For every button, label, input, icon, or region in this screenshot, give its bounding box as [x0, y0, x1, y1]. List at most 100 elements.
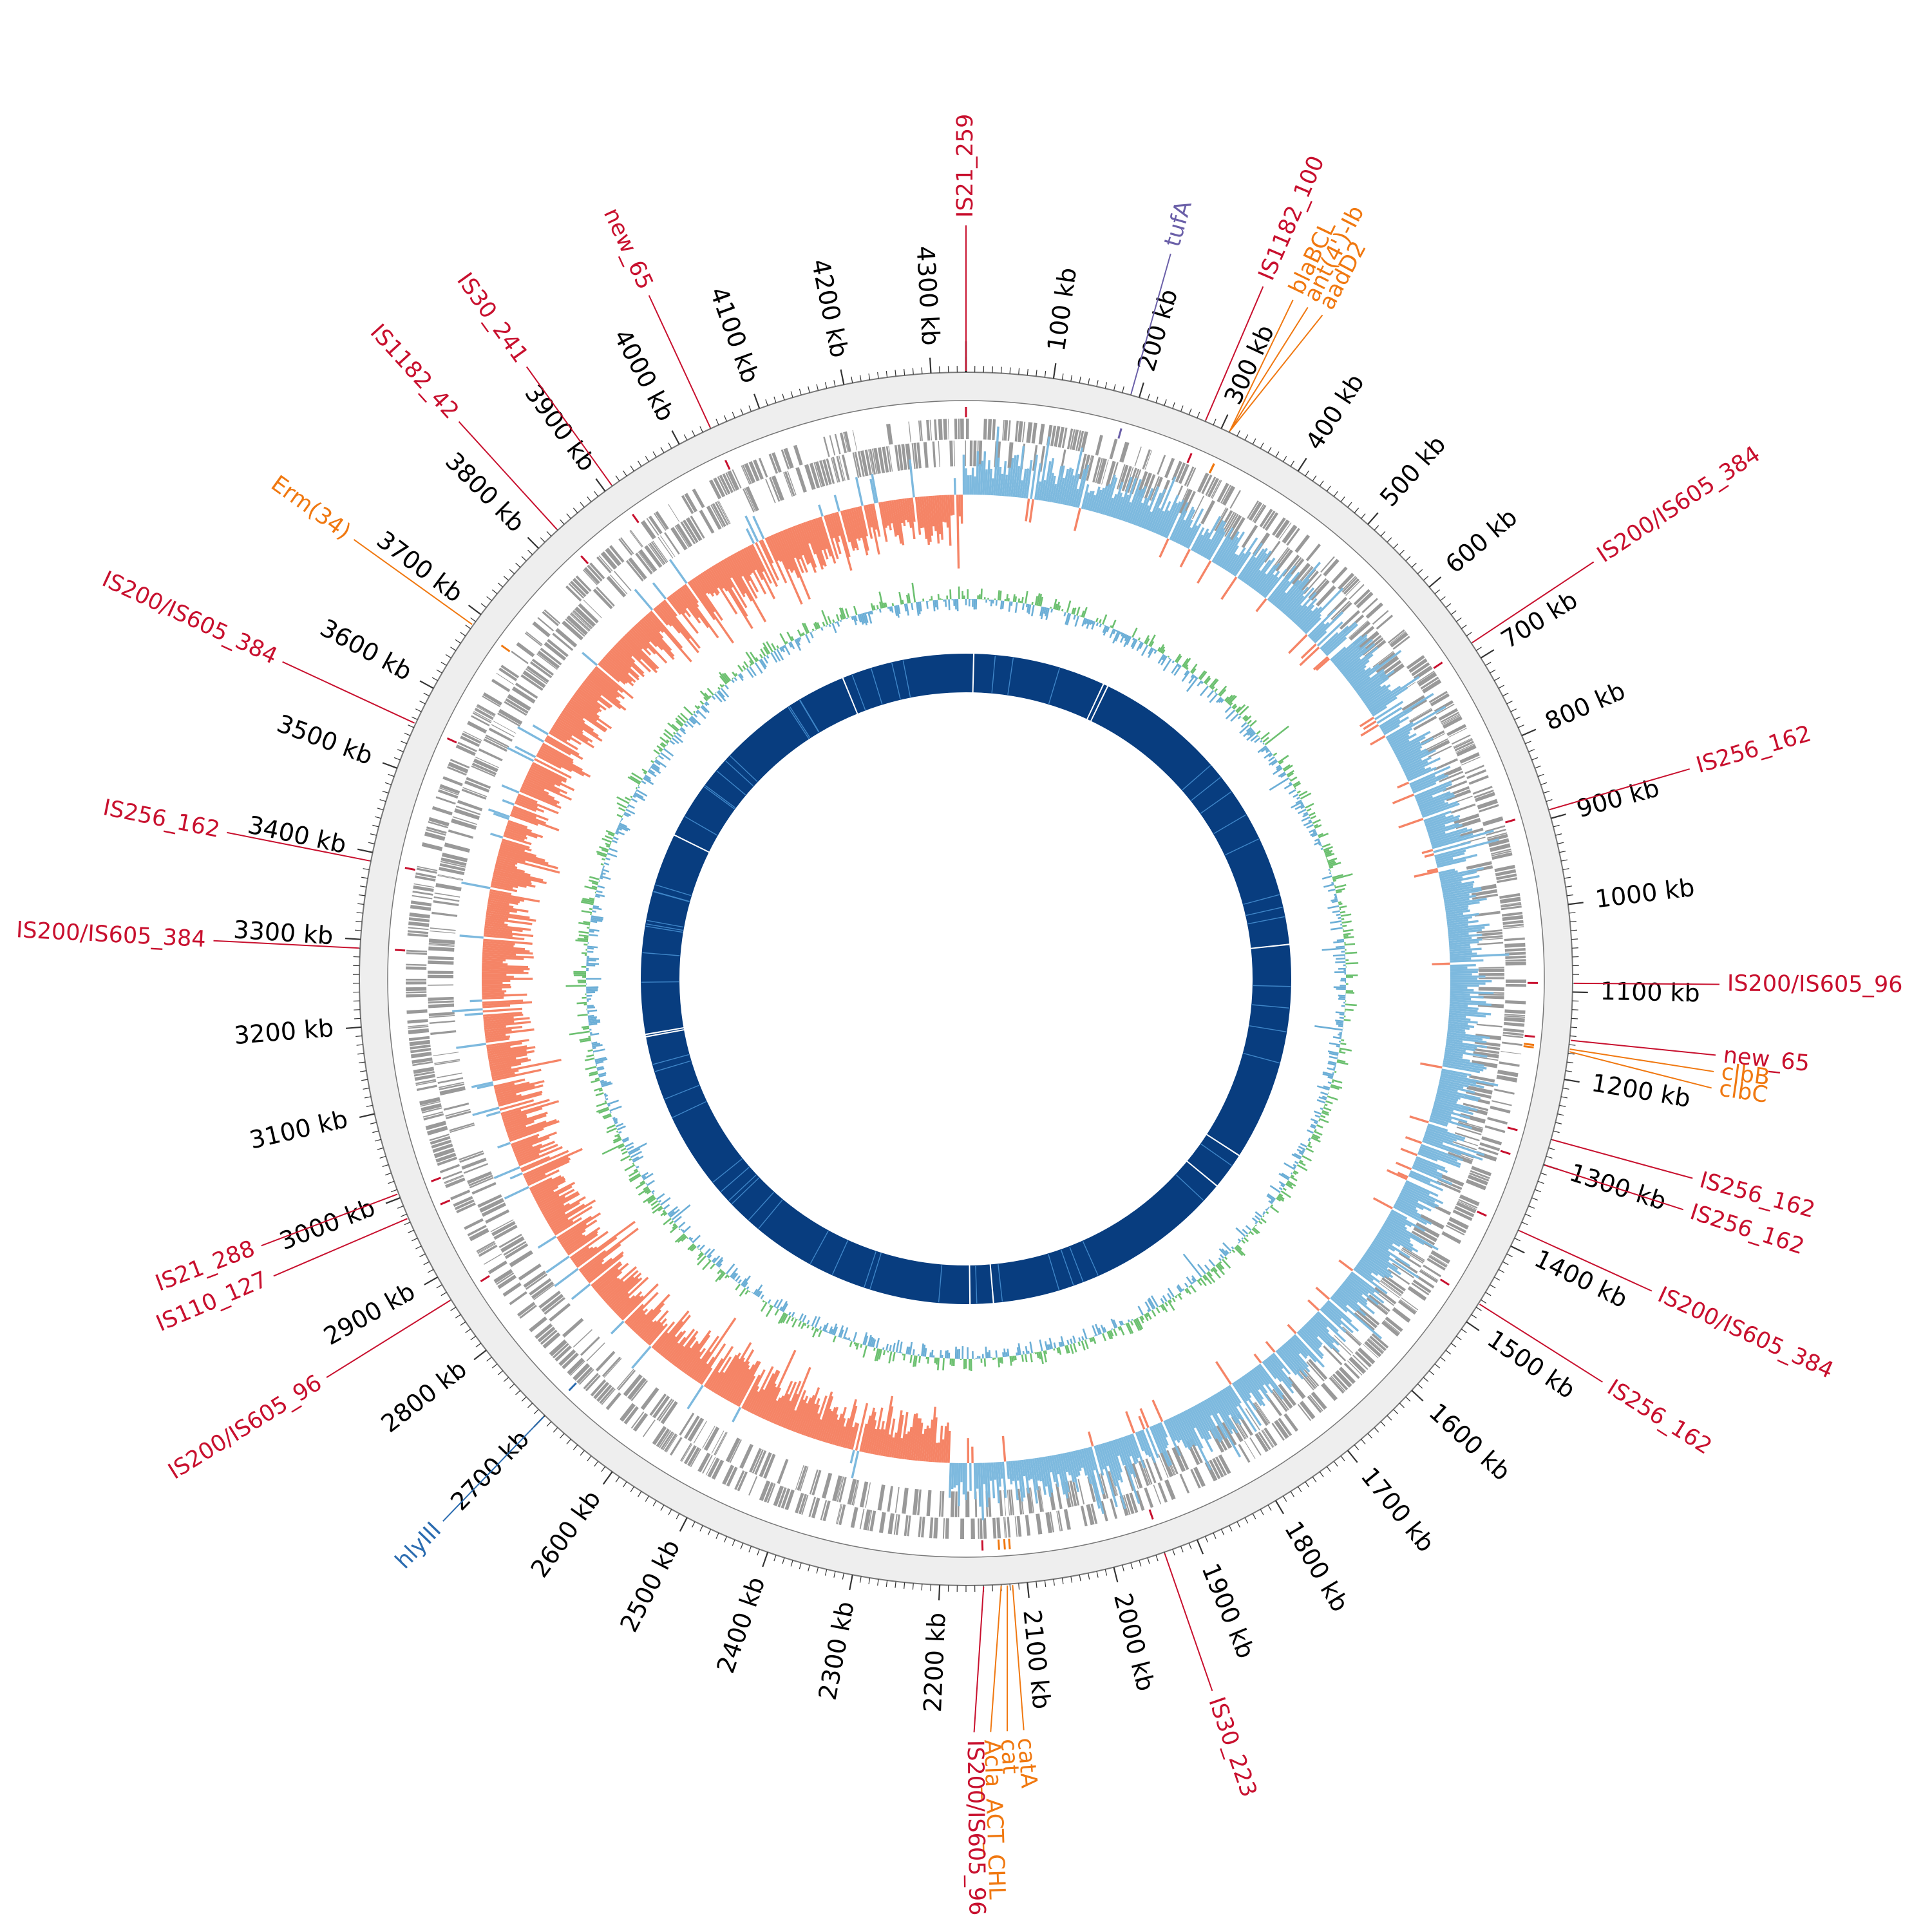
blast-low-identity	[891, 663, 901, 699]
gc-content-bar	[634, 792, 644, 799]
cds-feature	[1497, 1070, 1519, 1077]
gc-skew-bar	[1008, 457, 1014, 497]
cds-feature	[485, 1209, 510, 1224]
gc-skew-bar	[782, 1394, 799, 1428]
gc-skew-bar	[1303, 613, 1322, 633]
cds-feature	[406, 1009, 428, 1014]
gc-skew-bar	[823, 1406, 837, 1443]
gc-skew-bar	[764, 537, 788, 583]
cds-feature	[1092, 457, 1101, 483]
gc-skew-bar	[1202, 1400, 1213, 1416]
gc-skew-bar	[1253, 1367, 1274, 1394]
cds-feature	[562, 620, 583, 641]
gc-content-bar	[745, 651, 755, 665]
gc-skew-bar	[482, 993, 527, 998]
minor-tick	[683, 434, 688, 440]
annotation-label: IS1182_42	[365, 319, 464, 424]
gc-content-bar	[889, 606, 892, 612]
gc-skew-bar	[889, 1437, 895, 1458]
cds-feature	[1459, 1113, 1486, 1124]
gc-content-bar	[613, 1119, 618, 1123]
gc-skew-bar	[838, 1426, 846, 1447]
gc-skew-bar	[483, 1016, 514, 1021]
gc-skew-bar	[1359, 716, 1375, 728]
gc-skew-bar	[1362, 684, 1387, 703]
gc-content-bar	[1123, 634, 1127, 639]
gc-skew-bar	[482, 967, 530, 971]
gc-skew-bar	[1426, 824, 1446, 833]
gc-content-bar	[679, 712, 688, 721]
gc-skew-bar	[1094, 1445, 1104, 1476]
cds-feature	[504, 701, 527, 716]
minor-tick	[470, 617, 477, 622]
cds-feature	[1282, 524, 1298, 544]
gc-skew-bar	[495, 864, 526, 873]
gc-skew-bar	[802, 1403, 817, 1436]
cds-feature	[1469, 1172, 1490, 1182]
minor-tick	[1564, 876, 1571, 879]
cds-feature	[638, 549, 658, 573]
gc-skew-bar	[1209, 1396, 1233, 1434]
cds-feature	[431, 911, 458, 917]
minor-tick	[652, 451, 657, 458]
cds-feature	[439, 1081, 464, 1088]
tick-label-2700: 2700 kb	[445, 1425, 535, 1516]
gc-content-bar	[1329, 866, 1334, 869]
minor-tick	[404, 732, 411, 736]
gc-content-bar	[760, 658, 767, 668]
cds-feature	[437, 1157, 458, 1166]
cds-feature	[960, 419, 964, 440]
gc-skew-bar	[1435, 852, 1465, 862]
gc-content-bar	[1167, 656, 1170, 658]
cds-feature	[680, 521, 696, 545]
gc-skew-bar	[917, 1423, 923, 1461]
gc-content-bar	[569, 1030, 590, 1036]
gc-content-bar	[1336, 890, 1342, 894]
gc-content-bar	[606, 1127, 617, 1133]
gc-skew-bar	[585, 677, 627, 711]
cds-feature	[868, 449, 874, 475]
gc-content-bar	[1345, 951, 1358, 954]
gc-content-bar	[840, 607, 846, 619]
gc-skew-bar	[1129, 1434, 1140, 1459]
cds-feature	[529, 661, 553, 679]
gc-content-bar	[650, 766, 661, 774]
gc-content-bar	[605, 844, 611, 848]
gc-content-bar	[835, 621, 837, 624]
gc-content-bar	[1133, 1319, 1141, 1331]
tick-label-3000: 3000 kb	[276, 1193, 379, 1256]
feature-mark-12	[1507, 1126, 1518, 1132]
gc-content-bar	[1161, 649, 1166, 654]
cds-feature	[497, 1274, 517, 1289]
cds-feature	[683, 519, 699, 544]
gc-content-bar	[1250, 734, 1258, 742]
gc-skew-bar	[1278, 1347, 1301, 1372]
cds-feature	[831, 457, 838, 483]
gc-skew-bar	[511, 1136, 538, 1148]
gc-skew-bar	[1277, 580, 1303, 609]
cds-feature	[1397, 1300, 1417, 1315]
gc-content-bar	[629, 1173, 641, 1181]
gc-skew-bar	[483, 940, 515, 946]
gc-content-bar	[935, 1358, 938, 1365]
gc-skew-bar	[483, 1011, 522, 1018]
gc-skew-bar	[497, 1094, 522, 1103]
gc-content-bar	[581, 910, 592, 914]
gc-content-bar	[1209, 678, 1218, 688]
gc-skew-bar	[522, 781, 549, 795]
cds-feature	[429, 1133, 450, 1141]
gc-skew-bar	[797, 1397, 812, 1434]
cds-feature	[1492, 1100, 1512, 1106]
position-ticks	[345, 341, 1588, 1601]
annotation-leader-2	[1205, 286, 1264, 421]
gc-content-bar	[760, 649, 766, 657]
cds-feature	[502, 1282, 522, 1297]
cds-feature	[462, 787, 488, 797]
cds-feature	[894, 444, 900, 471]
gc-skew-bar	[675, 1347, 692, 1368]
cds-feature	[717, 500, 730, 525]
gc-skew-bar	[1331, 635, 1363, 663]
cds-feature	[1367, 1338, 1384, 1354]
gc-skew-bar	[536, 1181, 576, 1204]
gc-skew-bar	[482, 1007, 523, 1013]
